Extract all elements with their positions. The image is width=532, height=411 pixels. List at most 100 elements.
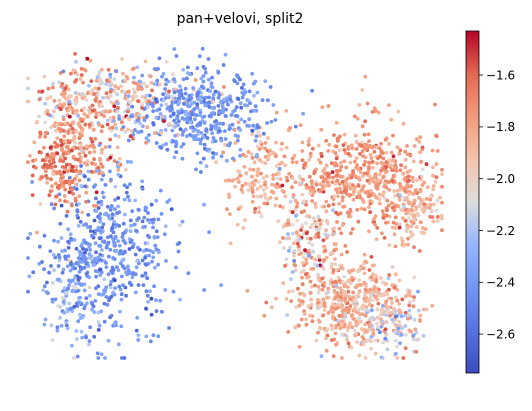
- scatter-point: [300, 192, 305, 197]
- scatter-point: [304, 317, 308, 322]
- scatter-point: [274, 296, 278, 301]
- scatter-point: [435, 215, 440, 219]
- scatter-point: [313, 283, 317, 288]
- scatter-point: [65, 144, 70, 149]
- scatter-point: [300, 149, 305, 153]
- scatter-point: [145, 125, 150, 130]
- scatter-point: [317, 287, 322, 292]
- scatter-point: [411, 159, 416, 164]
- scatter-point: [290, 222, 295, 227]
- scatter-point: [236, 97, 241, 101]
- scatter-point: [260, 98, 265, 103]
- scatter-point: [308, 154, 313, 159]
- scatter-point: [408, 294, 413, 298]
- scatter-point: [164, 142, 169, 146]
- scatter-point: [210, 75, 215, 80]
- scatter-point: [77, 152, 82, 156]
- scatter-point: [65, 209, 70, 214]
- scatter-point: [383, 336, 388, 341]
- scatter-point: [346, 285, 350, 289]
- scatter-point: [239, 187, 244, 192]
- scatter-point: [404, 229, 409, 234]
- scatter-point: [429, 202, 434, 207]
- scatter-point: [123, 285, 128, 290]
- scatter-point: [355, 163, 359, 168]
- scatter-point: [337, 298, 341, 303]
- scatter-point: [373, 294, 377, 299]
- scatter-point: [198, 97, 203, 101]
- scatter-point: [386, 203, 391, 208]
- scatter-point: [198, 141, 203, 146]
- scatter-point: [55, 151, 60, 156]
- scatter-point: [326, 311, 331, 315]
- scatter-point: [145, 84, 149, 89]
- scatter-point: [360, 197, 365, 202]
- scatter-point: [69, 262, 73, 267]
- scatter-point: [26, 76, 30, 81]
- scatter-point: [76, 114, 81, 118]
- scatter-point: [259, 194, 264, 199]
- scatter-point: [416, 337, 421, 341]
- scatter-point: [130, 209, 135, 214]
- scatter-point: [324, 336, 328, 341]
- scatter-point: [284, 109, 289, 113]
- scatter-point: [306, 143, 311, 147]
- scatter-point: [204, 95, 208, 100]
- scatter-point: [395, 344, 399, 349]
- scatter-point: [137, 208, 141, 212]
- scatter-point: [362, 252, 367, 257]
- scatter-point: [164, 82, 168, 87]
- scatter-point: [348, 304, 353, 308]
- scatter-point: [52, 268, 56, 272]
- scatter-point: [290, 270, 295, 274]
- scatter-point: [97, 112, 101, 117]
- scatter-point: [59, 139, 63, 144]
- scatter-point: [126, 89, 131, 94]
- scatter-point: [92, 203, 96, 208]
- scatter-point: [133, 290, 138, 295]
- scatter-point: [97, 143, 102, 148]
- scatter-point: [253, 138, 258, 143]
- scatter-point: [367, 323, 372, 328]
- scatter-point: [349, 143, 354, 148]
- scatter-point: [367, 229, 371, 234]
- scatter-point: [182, 117, 187, 122]
- scatter-point: [318, 189, 322, 194]
- scatter-point: [191, 86, 196, 90]
- scatter-point: [154, 298, 158, 302]
- scatter-point: [262, 313, 267, 318]
- scatter-point: [100, 225, 105, 230]
- scatter-point: [319, 354, 324, 359]
- scatter-point: [342, 188, 347, 193]
- scatter-point: [431, 184, 436, 188]
- scatter-point: [149, 296, 154, 301]
- scatter-point: [74, 246, 79, 251]
- scatter-point: [71, 192, 75, 196]
- scatter-point: [72, 304, 77, 309]
- scatter-point: [92, 258, 96, 263]
- scatter-point: [369, 339, 373, 343]
- scatter-point: [117, 114, 121, 118]
- scatter-point: [293, 325, 298, 330]
- scatter-point: [74, 165, 79, 169]
- scatter-point: [109, 279, 114, 284]
- scatter-point: [176, 123, 181, 128]
- scatter-point: [371, 277, 376, 282]
- scatter-point: [67, 301, 72, 306]
- scatter-point: [121, 116, 126, 120]
- scatter-point: [375, 226, 380, 230]
- scatter-point: [173, 96, 178, 101]
- scatter-point: [265, 98, 270, 103]
- scatter-point: [322, 204, 327, 209]
- scatter-point: [378, 293, 383, 298]
- scatter-point: [408, 300, 412, 304]
- scatter-point: [210, 100, 215, 104]
- scatter-point: [192, 107, 197, 111]
- scatter-point: [88, 325, 93, 330]
- scatter-point: [52, 238, 56, 243]
- scatter-point: [65, 162, 69, 167]
- scatter-point: [148, 339, 153, 344]
- scatter-point: [68, 162, 72, 167]
- scatter-point: [228, 97, 233, 102]
